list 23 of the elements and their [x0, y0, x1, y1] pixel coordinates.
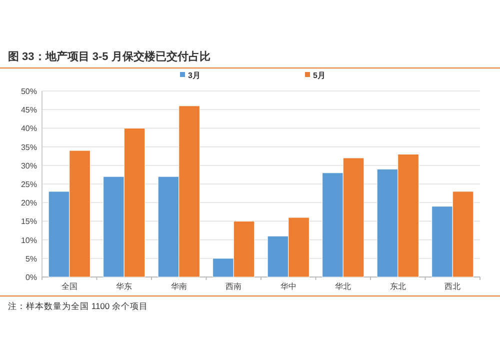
- text: 注：样本数量为全国 1100 余个项目: [8, 301, 148, 311]
- x-tick-label: 西北: [444, 282, 461, 291]
- y-tick-label: 0%: [25, 273, 37, 282]
- y-tick-label: 40%: [20, 124, 37, 134]
- legend-label: 3月: [188, 71, 200, 80]
- x-tick-label: 全国: [61, 282, 78, 291]
- x-tick-label: 华东: [116, 282, 132, 291]
- x-tick-label: 华中: [280, 282, 296, 291]
- y-tick-label: 25%: [20, 180, 37, 189]
- y-tick-label: 5%: [25, 254, 37, 264]
- y-tick-label: 45%: [20, 106, 37, 115]
- legend-label: 5月: [313, 71, 326, 80]
- y-tick-label: 15%: [20, 217, 37, 226]
- y-tick-label: 50%: [20, 87, 37, 96]
- x-tick-label: 华南: [170, 282, 187, 291]
- chart-title: 图 33：地产项目 3-5 月保交楼已交付占比: [8, 50, 210, 63]
- x-tick-label: 华北: [335, 282, 352, 291]
- x-tick-label: 东北: [390, 282, 406, 291]
- x-tick-label: 西南: [226, 282, 242, 291]
- y-tick-label: 10%: [20, 236, 37, 245]
- y-tick-label: 30%: [20, 161, 37, 170]
- y-tick-label: 20%: [20, 198, 37, 208]
- y-tick-label: 35%: [20, 142, 37, 152]
